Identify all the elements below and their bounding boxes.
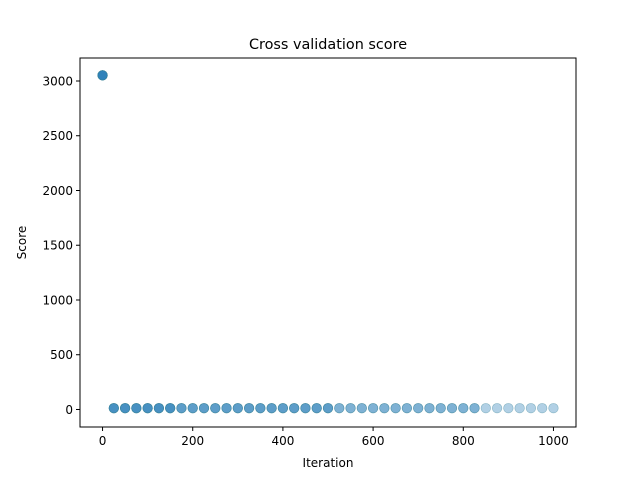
data-point [187,403,198,414]
y-tick-label: 1000 [42,293,73,307]
x-axis-label: Iteration [303,456,354,470]
y-tick-label: 500 [50,348,73,362]
data-point [345,403,356,414]
data-points [97,70,559,414]
data-point [537,403,548,414]
data-point [119,403,131,414]
data-point [311,403,322,414]
plot-frame [79,57,577,428]
x-axis-ticks: 0 200 400 600 800 1000 [99,427,569,448]
data-point [108,403,119,414]
data-point [491,403,503,414]
data-point [300,403,311,414]
data-point [424,403,435,414]
data-point [277,403,289,414]
data-point [390,403,401,414]
data-point [458,403,469,414]
chart-title: Cross validation score [249,37,407,53]
y-axis-label: Score [15,226,29,260]
x-tick-label: 200 [181,434,204,448]
data-point [525,403,537,414]
x-tick-label: 800 [452,434,475,448]
data-point [289,403,300,414]
x-tick-label: 600 [362,434,385,448]
y-tick-label: 2500 [42,129,73,143]
y-tick-label: 0 [65,403,73,417]
data-point [232,403,243,414]
y-tick-label: 3000 [42,74,73,88]
data-point [503,403,514,414]
data-point [322,403,334,414]
data-point [210,403,221,414]
x-tick-label: 0 [99,434,107,448]
data-point [243,403,255,414]
y-tick-label: 1500 [42,239,73,253]
x-tick-label: 400 [271,434,294,448]
data-point [142,403,153,414]
data-point [469,403,480,414]
data-point [176,403,187,414]
y-tick-label: 2000 [42,184,73,198]
data-point [97,70,108,81]
data-point [446,403,458,414]
data-point [548,403,559,414]
data-point [413,403,424,414]
data-point [435,403,446,414]
data-point [356,403,367,414]
data-point [480,403,491,414]
data-point [165,403,176,414]
data-point [153,403,165,414]
data-point [334,403,345,414]
data-point [131,403,142,414]
data-point [367,403,379,414]
y-axis-ticks: 0 500 1000 1500 2000 2500 3000 [42,74,80,417]
x-tick-label: 1000 [538,434,569,448]
data-point [514,403,525,414]
data-point [221,403,232,414]
data-point [198,403,210,414]
data-point [266,403,277,414]
data-point [255,403,266,414]
data-point [379,403,390,414]
data-point [401,403,413,414]
